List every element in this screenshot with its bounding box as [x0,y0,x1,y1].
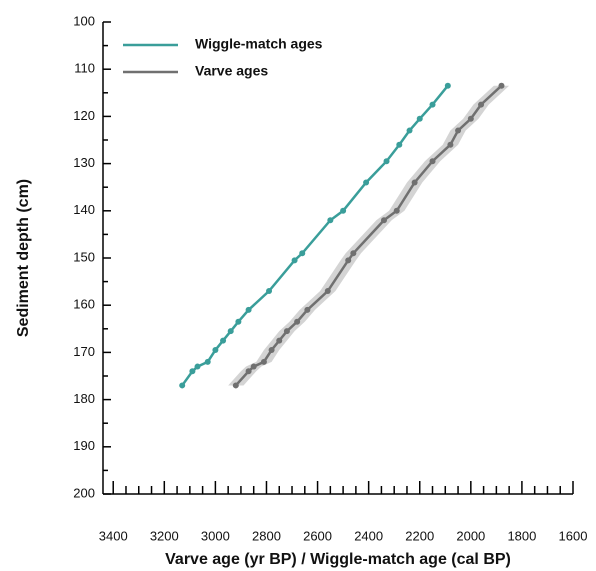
x-tick-label: 2400 [354,528,383,543]
data-point [350,250,357,257]
x-tick-label: 3400 [99,528,128,543]
y-tick-label: 200 [73,485,95,500]
y-tick-label: 110 [74,61,95,76]
data-point [299,250,306,257]
data-point [212,347,219,354]
data-point [291,257,298,264]
data-point [266,288,273,295]
data-point [498,82,505,89]
data-point [416,115,423,122]
legend-label: Varve ages [195,63,268,79]
data-point [324,288,331,295]
x-tick-label: 2000 [456,528,485,543]
data-point [467,115,474,122]
data-point [393,207,400,214]
data-point [406,127,413,134]
data-point [383,158,390,165]
x-tick-label: 2600 [303,528,332,543]
data-point [283,328,290,335]
data-point [363,179,370,186]
y-tick-label: 100 [73,13,95,28]
data-point [411,179,418,186]
data-point [245,306,252,313]
y-tick-label: 120 [73,108,95,123]
data-point [194,363,201,370]
data-point [220,337,227,344]
data-point [268,347,275,354]
data-point [396,141,403,148]
y-tick-label: 180 [73,391,95,406]
data-point [429,158,436,165]
y-tick-label: 170 [73,344,95,359]
x-tick-label: 1800 [507,528,536,543]
data-point [235,318,242,325]
x-tick-label: 1600 [559,528,588,543]
data-point [179,382,186,389]
data-point [260,358,267,365]
data-point [189,368,196,375]
data-point [327,217,334,224]
data-point [304,306,311,313]
data-point [340,207,347,214]
y-tick-label: 140 [73,202,95,217]
y-tick-label: 160 [73,297,95,312]
data-point [444,82,451,89]
y-tick-label: 130 [73,155,95,170]
data-point [447,141,454,148]
data-point [276,337,283,344]
y-tick-label: 190 [73,438,95,453]
x-tick-label: 2200 [405,528,434,543]
y-tick-label: 150 [73,249,95,264]
data-point [478,101,485,108]
data-point [245,368,252,375]
data-point [227,328,234,335]
data-point [250,363,257,370]
x-axis-label: Varve age (yr BP) / Wiggle-match age (ca… [165,551,511,568]
legend-label: Wiggle-match ages [195,36,323,52]
data-point [455,127,462,134]
x-tick-label: 3200 [150,528,179,543]
data-point [429,101,436,108]
x-tick-label: 2800 [252,528,281,543]
data-point [294,318,301,325]
data-point [232,382,239,389]
x-tick-label: 3000 [201,528,230,543]
data-point [345,257,352,264]
data-point [380,217,387,224]
data-point [204,358,211,365]
y-axis-label: Sediment depth (cm) [15,179,32,337]
